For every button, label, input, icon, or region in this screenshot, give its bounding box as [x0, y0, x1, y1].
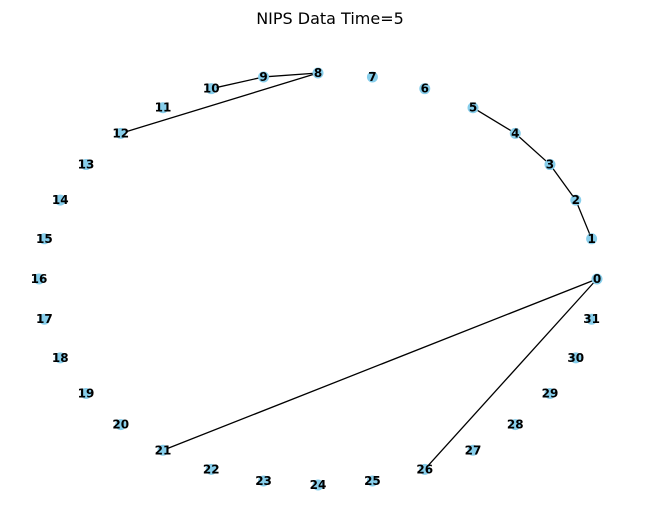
node-label-30: 30: [567, 351, 584, 365]
node-13: [80, 159, 92, 171]
node-label-9: 9: [259, 70, 267, 84]
edge-3-4: [514, 132, 551, 166]
node-label-29: 29: [542, 386, 559, 400]
node-label-2: 2: [572, 193, 580, 207]
node-27: [467, 444, 479, 456]
node-label-1: 1: [587, 232, 595, 246]
edge-8-12: [120, 72, 319, 134]
node-label-20: 20: [112, 418, 129, 432]
node-4: [509, 127, 521, 139]
node-label-26: 26: [416, 462, 433, 476]
edge-0-26: [424, 278, 598, 470]
node-30: [570, 352, 582, 364]
node-label-8: 8: [314, 66, 322, 80]
edge-0-21: [162, 278, 598, 451]
node-label-19: 19: [78, 386, 95, 400]
node-1: [586, 233, 598, 245]
node-layer: [33, 67, 603, 491]
node-5: [467, 102, 479, 114]
node-3: [544, 159, 556, 171]
node-label-21: 21: [155, 443, 172, 457]
node-6: [419, 83, 431, 95]
node-label-3: 3: [546, 158, 554, 172]
node-label-11: 11: [155, 101, 172, 115]
node-label-27: 27: [465, 443, 482, 457]
node-18: [54, 352, 66, 364]
node-label-7: 7: [368, 70, 376, 84]
node-20: [115, 419, 127, 431]
node-19: [80, 387, 92, 399]
figure-title: NIPS Data Time=5: [256, 9, 404, 28]
edge-layer: [120, 72, 598, 470]
node-label-14: 14: [52, 193, 69, 207]
node-label-22: 22: [203, 462, 220, 476]
node-label-0: 0: [593, 272, 601, 286]
node-label-5: 5: [469, 101, 477, 115]
node-28: [509, 419, 521, 431]
node-25: [366, 475, 378, 487]
node-label-4: 4: [511, 126, 519, 140]
node-label-17: 17: [36, 312, 53, 326]
node-label-25: 25: [364, 474, 381, 488]
node-16: [33, 273, 45, 285]
node-22: [205, 463, 217, 475]
node-7: [366, 71, 378, 83]
node-label-16: 16: [31, 272, 48, 286]
node-9: [258, 71, 270, 83]
node-14: [54, 194, 66, 206]
node-15: [38, 233, 50, 245]
node-label-13: 13: [78, 158, 95, 172]
node-label-10: 10: [203, 82, 220, 96]
node-0: [591, 273, 603, 285]
node-29: [544, 387, 556, 399]
node-10: [205, 83, 217, 95]
node-label-18: 18: [52, 351, 69, 365]
edge-8-9: [263, 72, 319, 78]
edge-4-5: [472, 107, 516, 134]
node-label-6: 6: [421, 82, 429, 96]
node-31: [586, 313, 598, 325]
node-label-24: 24: [310, 478, 327, 492]
node-21: [157, 444, 169, 456]
node-label-23: 23: [255, 474, 272, 488]
node-24: [312, 479, 324, 491]
node-23: [258, 475, 270, 487]
edge-9-10: [211, 76, 264, 90]
node-26: [419, 463, 431, 475]
edge-2-3: [549, 164, 577, 201]
node-8: [312, 67, 324, 79]
node-label-15: 15: [36, 232, 53, 246]
node-17: [38, 313, 50, 325]
edge-1-2: [575, 199, 593, 240]
node-label-31: 31: [583, 312, 600, 326]
node-label-28: 28: [507, 418, 524, 432]
node-12: [115, 127, 127, 139]
node-label-12: 12: [112, 126, 129, 140]
node-11: [157, 102, 169, 114]
node-2: [570, 194, 582, 206]
